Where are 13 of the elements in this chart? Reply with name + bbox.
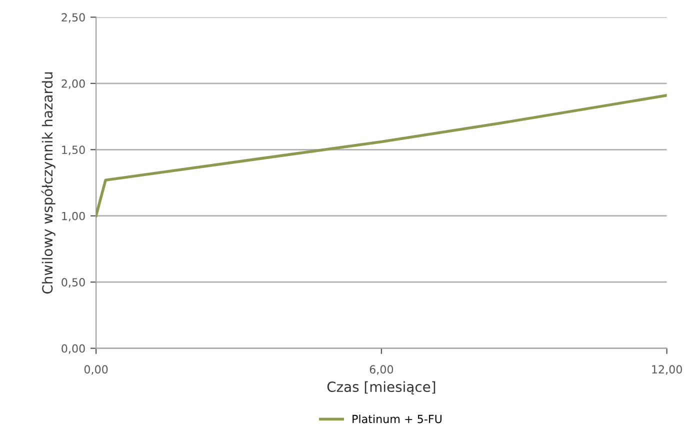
y-axis-title: Chwilowy współczynnik hazardu	[41, 72, 56, 294]
line-series	[96, 94, 667, 218]
y-tick-label: 1,00	[62, 212, 85, 222]
x-tick-label: 6,00	[370, 365, 394, 375]
x-tick-label: 0,00	[84, 365, 108, 375]
y-tick-label: 0,00	[62, 344, 85, 354]
x-tick-label: 12,00	[652, 365, 682, 375]
legend-label: Platinum + 5-FU	[352, 414, 442, 424]
y-tick-label: 2,50	[62, 13, 85, 23]
y-tick-label: 1,50	[62, 146, 85, 156]
x-axis-title: Czas [miesiące]	[327, 381, 436, 395]
y-tick-label: 2,00	[62, 79, 85, 89]
y-tick-label: 0,50	[62, 278, 85, 288]
